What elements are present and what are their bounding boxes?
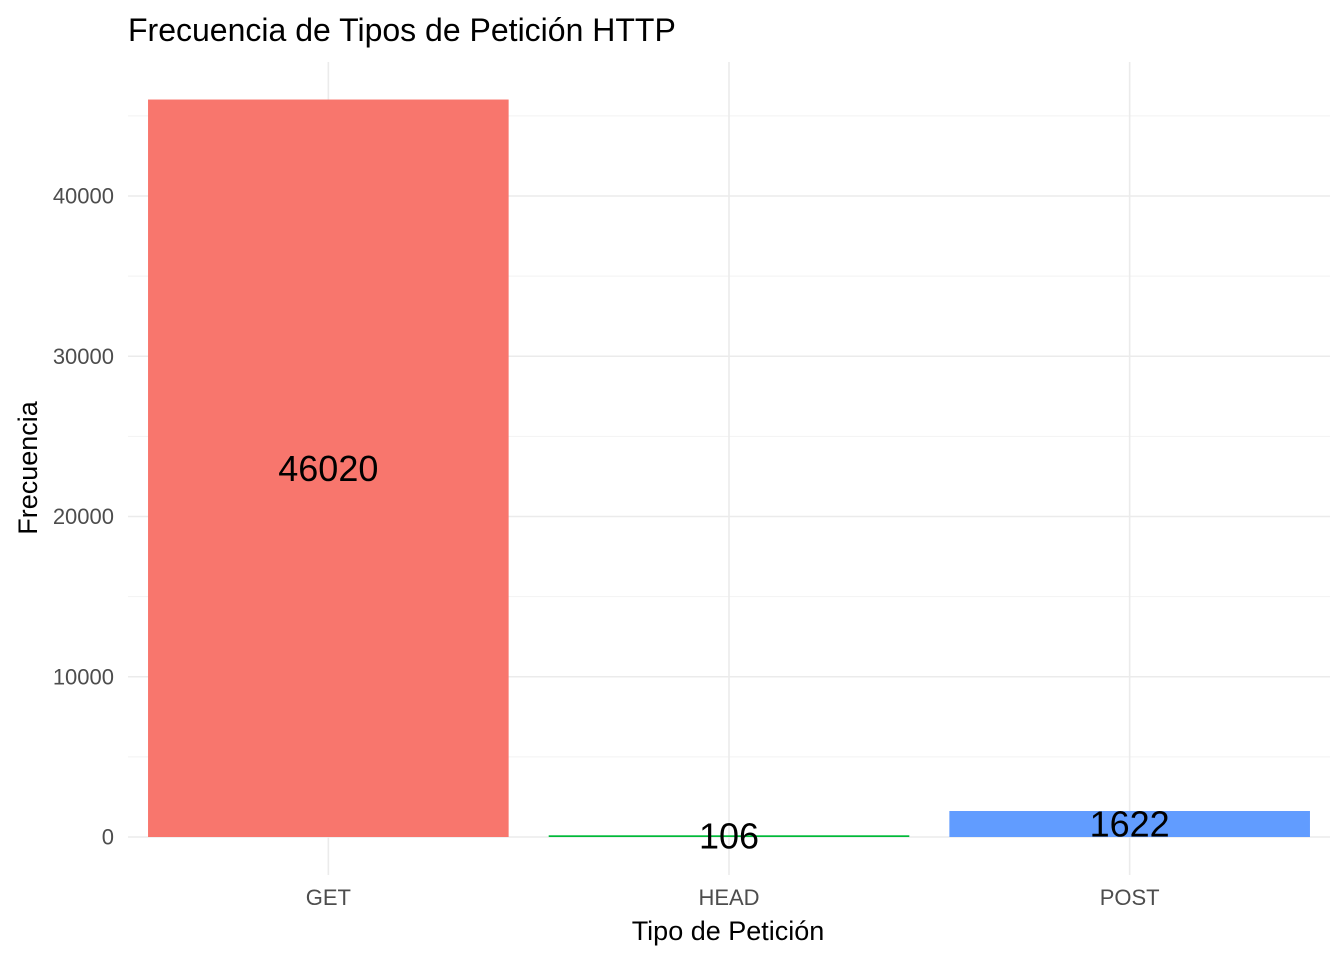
x-tick-label: POST [1100, 885, 1160, 910]
data-label: 46020 [278, 448, 378, 489]
x-tick-label: GET [306, 885, 351, 910]
bars [148, 99, 1310, 838]
chart-title: Frecuencia de Tipos de Petición HTTP [128, 12, 676, 48]
x-tick-label: HEAD [698, 885, 759, 910]
y-tick-label: 0 [102, 825, 114, 850]
y-tick-label: 40000 [53, 184, 114, 209]
bar-get [148, 99, 509, 838]
data-labels: 46020 106 1622 [278, 448, 1169, 857]
y-tick-label: 20000 [53, 504, 114, 529]
x-axis-ticks: GET HEAD POST [306, 885, 1160, 910]
data-label: 106 [699, 816, 759, 857]
y-tick-label: 10000 [53, 664, 114, 689]
y-tick-label: 30000 [53, 344, 114, 369]
bar-head [548, 835, 910, 837]
y-axis-title: Frecuencia [13, 400, 43, 535]
x-axis-title: Tipo de Petición [632, 916, 825, 946]
y-axis-ticks: 0 10000 20000 30000 40000 [53, 184, 114, 850]
bar-post [949, 811, 1310, 837]
data-label: 1622 [1090, 804, 1170, 845]
